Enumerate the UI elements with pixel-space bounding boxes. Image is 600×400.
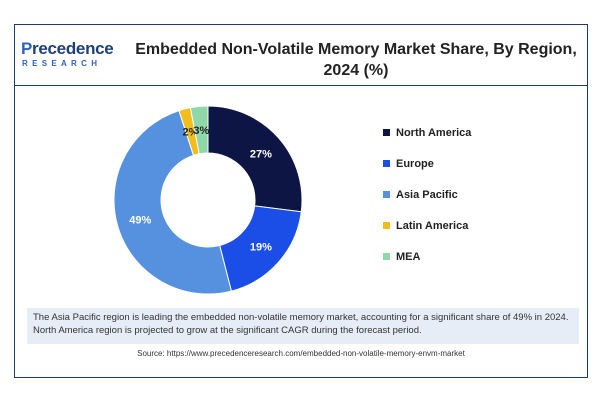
legend-item-asia-pacific: Asia Pacific xyxy=(383,179,573,210)
donut-chart: 27%19%49%2%3% xyxy=(113,105,303,295)
slice-asia-pacific xyxy=(113,109,232,295)
slice-label-north-america: 27% xyxy=(250,148,272,160)
legend-swatch xyxy=(383,222,390,229)
legend-item-north-america: North America xyxy=(383,117,573,148)
logo-subtitle: RESEARCH xyxy=(22,59,102,68)
legend-label: Latin America xyxy=(396,219,469,232)
summary-note: The Asia Pacific region is leading the e… xyxy=(27,308,579,344)
legend: North America Europe Asia Pacific Latin Ame… xyxy=(383,117,573,272)
legend-swatch xyxy=(383,129,390,136)
brand-logo: Precedence RESEARCH xyxy=(21,39,131,73)
header: Precedence RESEARCH Embedded Non-Volatil… xyxy=(15,25,587,85)
legend-item-europe: Europe xyxy=(383,148,573,179)
legend-swatch xyxy=(383,160,390,167)
header-divider xyxy=(15,85,587,86)
logo-rest: recedence xyxy=(32,39,114,58)
legend-label: Europe xyxy=(396,157,434,170)
slice-label-europe: 19% xyxy=(250,242,272,254)
chart-frame: Precedence RESEARCH Embedded Non-Volatil… xyxy=(14,24,588,378)
logo-wordmark: Precedence xyxy=(21,39,114,59)
legend-swatch xyxy=(383,191,390,198)
slice-mea xyxy=(189,105,209,155)
legend-label: North America xyxy=(396,126,472,139)
legend-swatch xyxy=(383,253,390,260)
slice-north-america xyxy=(207,105,303,213)
legend-item-latin-america: Latin America xyxy=(383,210,573,241)
legend-label: Asia Pacific xyxy=(396,188,458,201)
legend-label: MEA xyxy=(396,250,421,263)
slice-label-asia-pacific: 49% xyxy=(129,215,151,227)
legend-item-mea: MEA xyxy=(383,241,573,272)
chart-title: Embedded Non-Volatile Memory Market Shar… xyxy=(135,41,577,79)
source-line: Source: https://www.precedenceresearch.c… xyxy=(137,349,465,358)
logo-initial: P xyxy=(21,39,33,58)
slice-label-mea: 3% xyxy=(193,125,209,137)
